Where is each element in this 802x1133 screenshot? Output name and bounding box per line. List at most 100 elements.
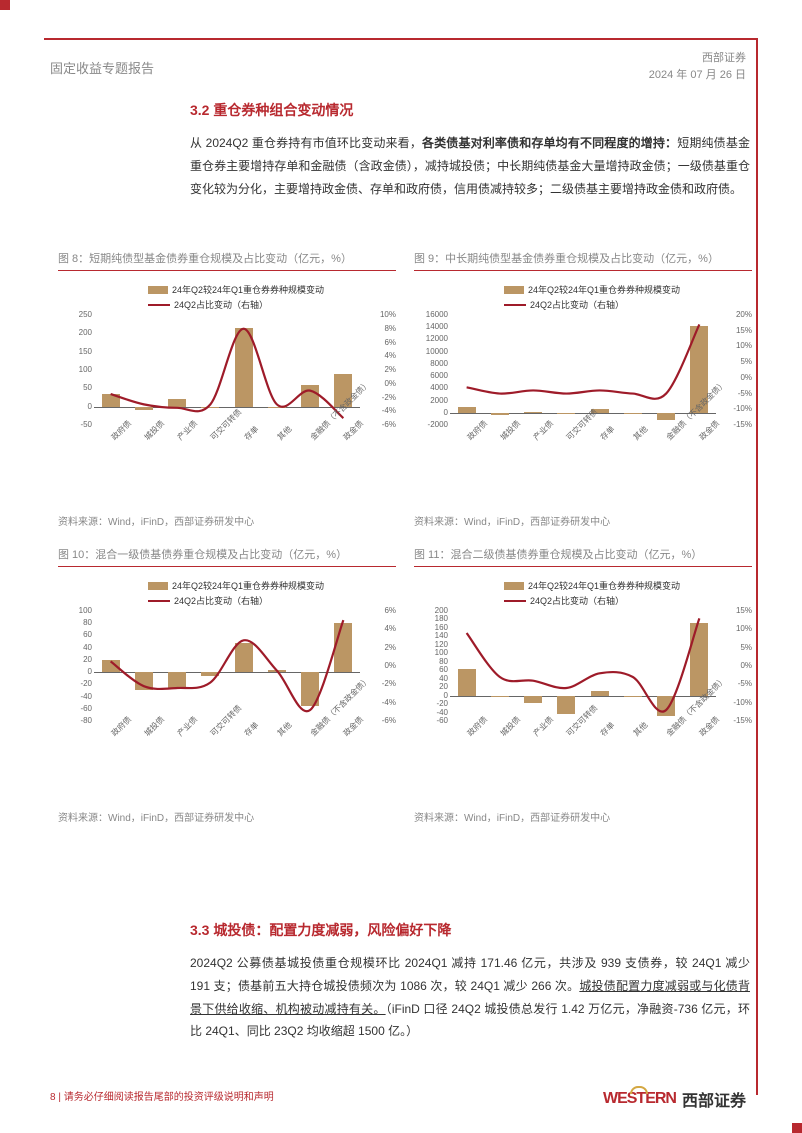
legend-row-bar: 24年Q2较24年Q1重仓券券种规模变动: [148, 283, 324, 296]
ytick-left: 200: [62, 328, 92, 337]
ytick-right: 4%: [364, 351, 396, 360]
chart-source: 资料来源：Wind，iFinD，西部证券研发中心: [414, 809, 752, 824]
ytick-right: -2%: [364, 393, 396, 402]
chart-cell: 图 11：混合二级债基债券重仓规模及占比变动（亿元，%） 24年Q2较24年Q1重…: [414, 546, 752, 824]
ytick-right: 0%: [364, 661, 396, 670]
logo-en: WESTERN: [603, 1090, 676, 1107]
ytick-left: 10000: [418, 347, 448, 356]
chart-line: [450, 315, 716, 425]
ytick-left: 40: [62, 643, 92, 652]
legend-swatch-line: [504, 304, 526, 306]
legend-label-line: 24Q2占比变动（右轴）: [530, 594, 624, 607]
ytick-left: 2000: [418, 396, 448, 405]
chart-line-path: [467, 618, 700, 711]
ytick-left: -60: [418, 716, 448, 725]
ytick-left: 100: [62, 365, 92, 374]
ytick-right: -6%: [364, 716, 396, 725]
x-axis-labels: 政府债城投债产业债可交可转债存单其他金融债（不含政金债）政金债: [94, 723, 360, 771]
footer-logo: WESTERN 西部证券: [603, 1087, 746, 1111]
x-label: 其他: [275, 720, 294, 739]
ytick-left: 12000: [418, 334, 448, 343]
page-right-border: [756, 38, 758, 1095]
ytick-left: 20: [62, 655, 92, 664]
ytick-left: 60: [62, 630, 92, 639]
ytick-left: -60: [62, 704, 92, 713]
chart-box: 24年Q2较24年Q1重仓券券种规模变动 24Q2占比变动（右轴） 100 80 60 4…: [58, 573, 396, 773]
chart-line-path: [111, 620, 344, 711]
chart-title-bar: [414, 270, 752, 271]
chart-cell: 图 8：短期纯债型基金债券重仓规模及占比变动（亿元，%） 24年Q2较24年Q1重…: [58, 250, 396, 528]
legend-label-bar: 24年Q2较24年Q1重仓券券种规模变动: [528, 283, 680, 296]
ytick-right: 6%: [364, 338, 396, 347]
ytick-left: 150: [62, 347, 92, 356]
logo-cn: 西部证券: [682, 1087, 746, 1111]
ytick-right: 2%: [364, 643, 396, 652]
plot-area: [450, 315, 716, 425]
chart-line-path: [467, 324, 700, 398]
chart-legend: 24年Q2较24年Q1重仓券券种规模变动 24Q2占比变动（右轴）: [504, 579, 680, 607]
legend-swatch-bar: [504, 582, 524, 590]
plot-area: [94, 315, 360, 425]
legend-label-bar: 24年Q2较24年Q1重仓券券种规模变动: [172, 283, 324, 296]
ytick-right: 8%: [364, 324, 396, 333]
legend-label-bar: 24年Q2较24年Q1重仓券券种规模变动: [528, 579, 680, 592]
legend-swatch-line: [148, 600, 170, 602]
x-label: 存单: [598, 720, 617, 739]
chart-box: 24年Q2较24年Q1重仓券券种规模变动24Q2占比变动（右轴）16000140…: [414, 277, 752, 477]
ytick-right: 10%: [720, 341, 752, 350]
ytick-right: 0%: [720, 661, 752, 670]
chart-line: [94, 315, 360, 425]
ytick-left: 4000: [418, 383, 448, 392]
legend-swatch-bar: [148, 582, 168, 590]
chart-title: 图 8：短期纯债型基金债券重仓规模及占比变动（亿元，%）: [58, 250, 396, 266]
ytick-left: -20: [62, 679, 92, 688]
chart-title: 图 11：混合二级债基债券重仓规模及占比变动（亿元，%）: [414, 546, 752, 562]
legend-row-line: 24Q2占比变动（右轴）: [148, 594, 324, 607]
y-axis-right: 10%8%6%4%2%0%-2%-4%-6%: [364, 315, 396, 425]
y-axis-left: 1600014000120001000080006000400020000-20…: [418, 315, 448, 425]
chart-box: 24年Q2较24年Q1重仓券券种规模变动 24Q2占比变动（右轴） 250 200 15…: [58, 277, 396, 477]
y-axis-left: 250200150100500-50: [62, 315, 92, 425]
ytick-right: 5%: [720, 643, 752, 652]
x-axis-labels: 政府债城投债产业债可交可转债存单其他金融债（不含政金债）政金债: [450, 427, 716, 475]
chart-title-bar: [58, 270, 396, 271]
ytick-left: 8000: [418, 359, 448, 368]
legend-row-line: 24Q2占比变动（右轴）: [148, 298, 324, 311]
logo-western-icon: WESTERN: [603, 1090, 676, 1108]
ytick-left: -80: [62, 716, 92, 725]
legend-label-line: 24Q2占比变动（右轴）: [174, 594, 268, 607]
chart-line: [450, 611, 716, 721]
legend-swatch-line: [148, 304, 170, 306]
ytick-left: 16000: [418, 310, 448, 319]
ytick-left: 100: [62, 606, 92, 615]
p32-lead: 从 2024Q2 重仓券持有市值环比变动来看，: [190, 136, 422, 150]
chart-legend: 24年Q2较24年Q1重仓券券种规模变动 24Q2占比变动（右轴）: [148, 283, 324, 311]
y-axis-left: 200180160140120100806040200-20-40-60: [418, 611, 448, 721]
section-3-2-paragraph: 从 2024Q2 重仓券持有市值环比变动来看，各类债基对利率债和存单均有不同程度…: [190, 132, 750, 200]
ytick-right: 2%: [364, 365, 396, 374]
ytick-left: 0: [62, 402, 92, 411]
legend-label-line: 24Q2占比变动（右轴）: [530, 298, 624, 311]
ytick-right: 0%: [720, 373, 752, 382]
ytick-left: 0: [418, 408, 448, 417]
ytick-right: 4%: [364, 624, 396, 633]
legend-row-line: 24Q2占比变动（右轴）: [504, 594, 680, 607]
chart-cell: 图 10：混合一级债基债券重仓规模及占比变动（亿元，%）24年Q2较24年Q1重…: [58, 546, 396, 824]
ytick-left: -40: [62, 692, 92, 701]
legend-swatch-bar: [148, 286, 168, 294]
legend-swatch-line: [504, 600, 526, 602]
ytick-left: -50: [62, 420, 92, 429]
legend-row-bar: 24年Q2较24年Q1重仓券券种规模变动: [148, 579, 324, 592]
charts-grid: 图 8：短期纯债型基金债券重仓规模及占比变动（亿元，%） 24年Q2较24年Q1重…: [58, 250, 752, 824]
ytick-right: -5%: [720, 389, 752, 398]
ytick-left: 80: [62, 618, 92, 627]
ytick-left: 250: [62, 310, 92, 319]
section-3-3-paragraph: 2024Q2 公募债基城投债重仓规模环比 2024Q1 减持 171.46 亿元…: [190, 952, 750, 1043]
chart-source: 资料来源：Wind，iFinD，西部证券研发中心: [414, 513, 752, 528]
legend-label-line: 24Q2占比变动（右轴）: [174, 298, 268, 311]
y-axis-right: 15%10%5%0%-5%-10%-15%: [720, 611, 752, 721]
x-label: 其他: [275, 424, 294, 443]
ytick-right: 6%: [364, 606, 396, 615]
x-axis-labels: 政府债城投债产业债可交可转债存单其他金融债（不含政金债）政金债: [94, 427, 360, 475]
corner-tick-br: [792, 1123, 802, 1133]
